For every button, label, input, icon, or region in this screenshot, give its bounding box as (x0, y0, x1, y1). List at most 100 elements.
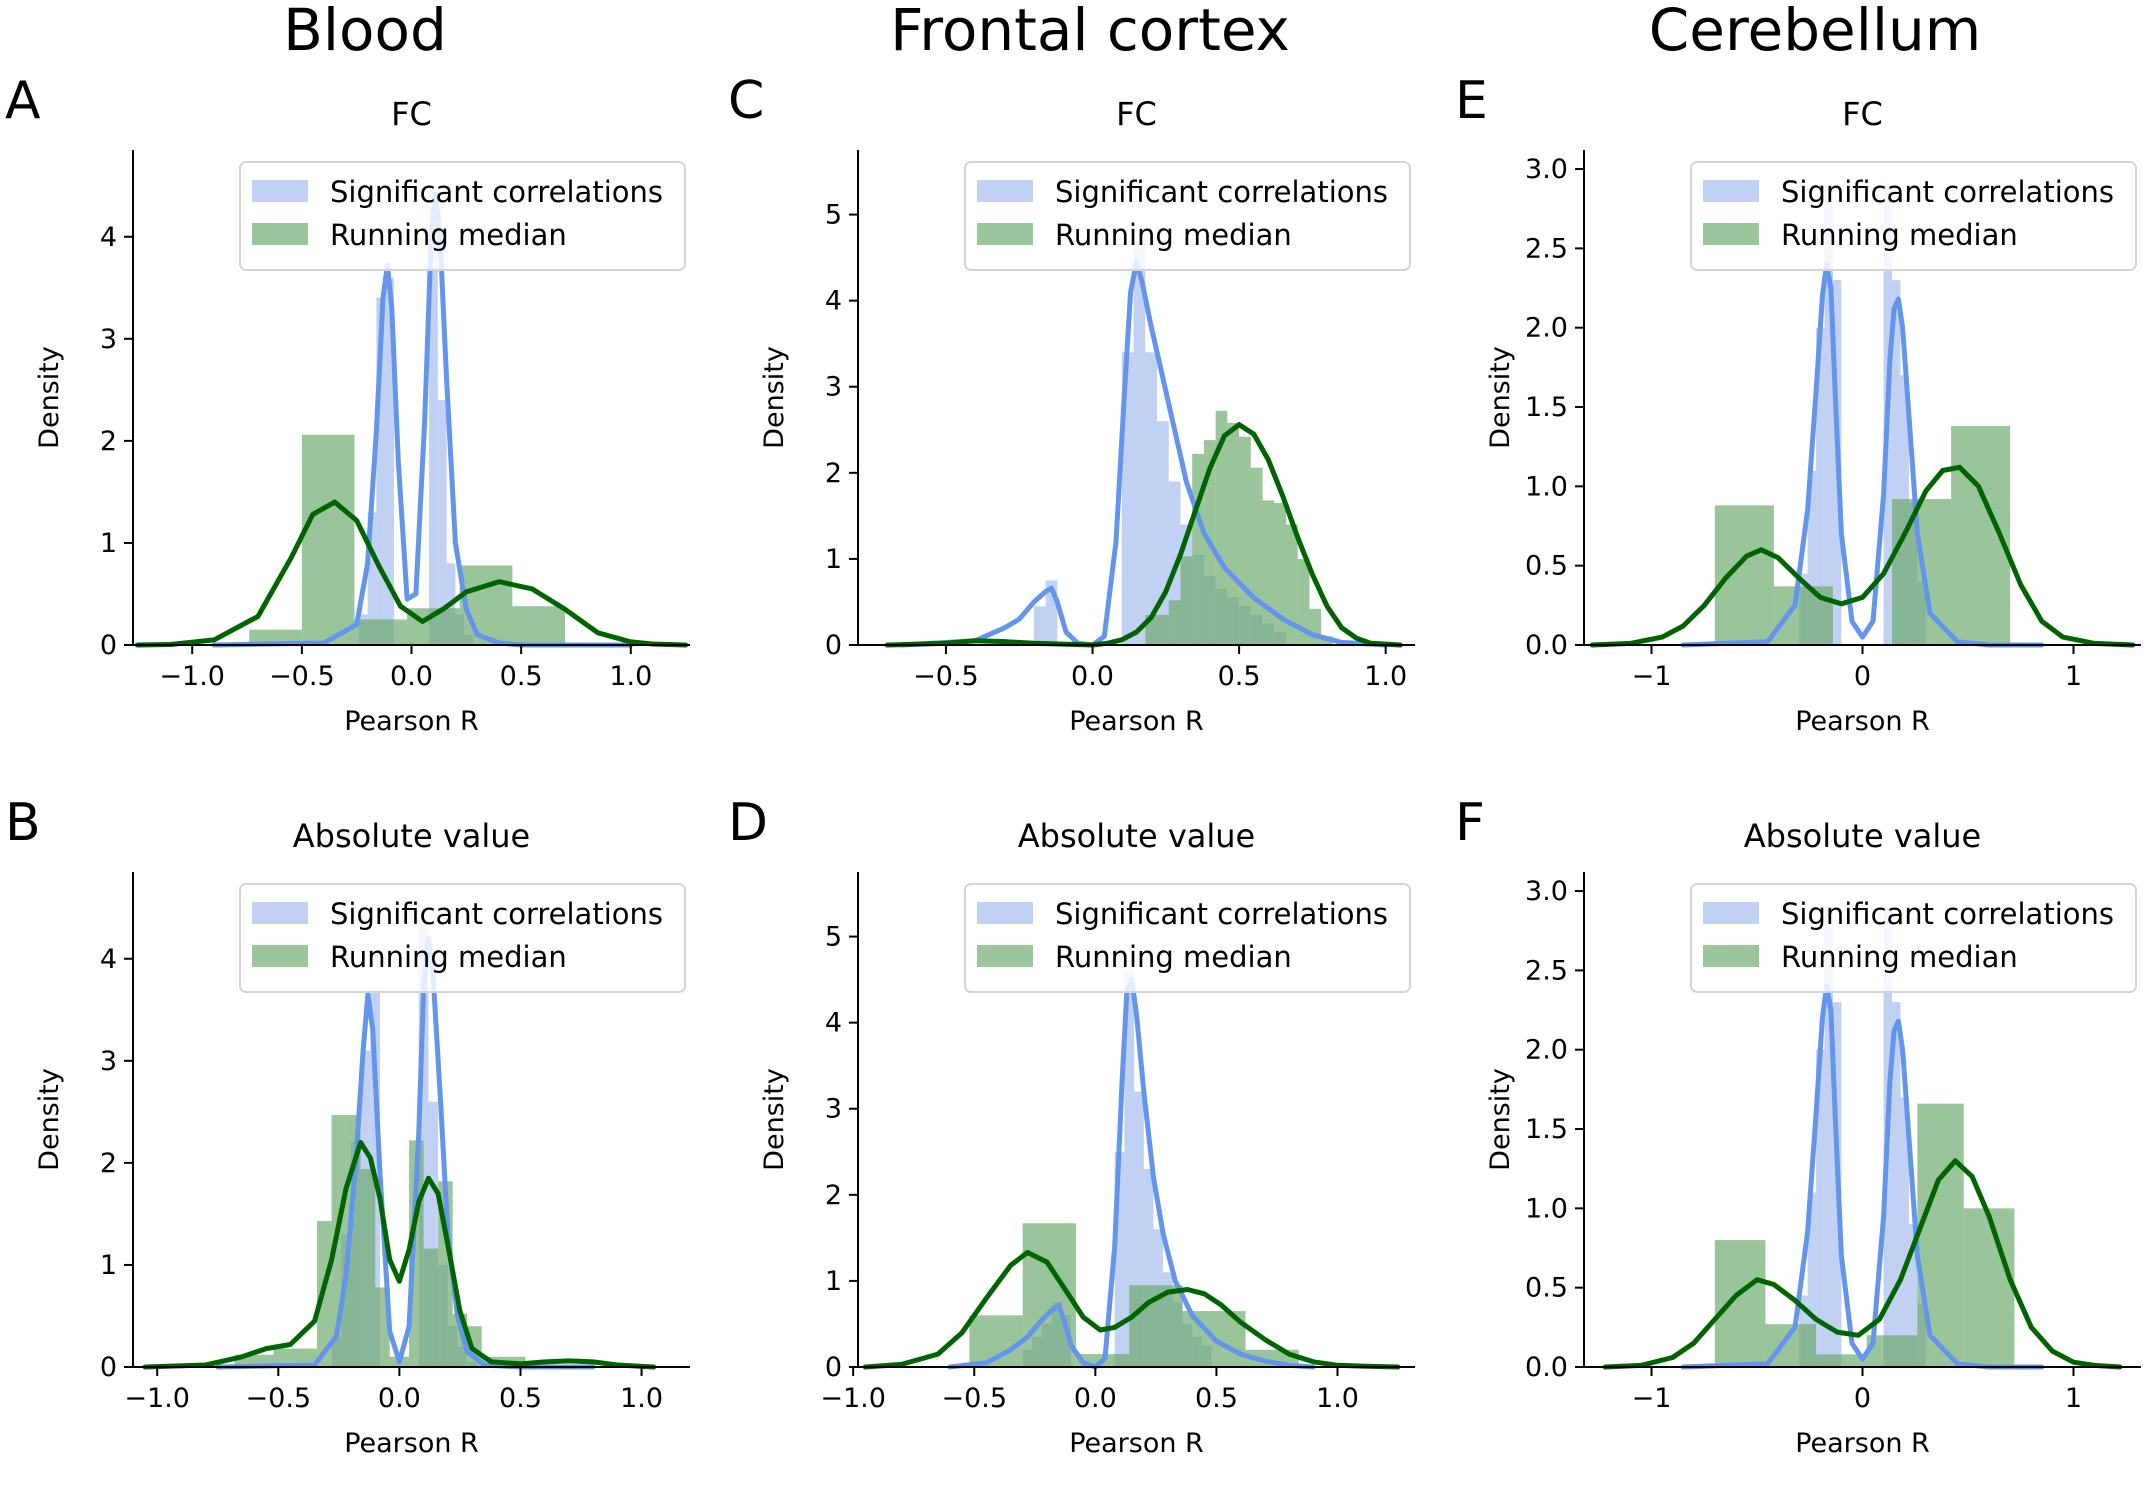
y-axis-label: Density (759, 346, 790, 449)
y-tick-label: 2 (100, 426, 117, 457)
panel-letter: F (1455, 793, 1485, 853)
hist-bar (1908, 1224, 1918, 1367)
x-tick-label: 1 (2065, 661, 2082, 692)
x-tick-label: −1.0 (159, 661, 225, 692)
hist-bar (1824, 184, 1833, 645)
kde-significant-correlations (947, 977, 1316, 1370)
x-tick-label: 1.0 (1364, 661, 1407, 692)
hist-bar (1145, 352, 1158, 645)
legend-label-significant: Significant correlations (1781, 897, 2114, 931)
legend-swatch-significant (1703, 902, 1759, 924)
hist-bar (1239, 436, 1251, 645)
x-tick-label: 1.0 (1316, 1383, 1359, 1414)
hist-bar (1274, 502, 1287, 645)
legend: Significant correlations Running median (239, 161, 686, 271)
hist-bar (1286, 524, 1298, 645)
legend-label-significant: Significant correlations (1055, 175, 1388, 209)
legend-swatch-running-median (252, 945, 308, 967)
kde-running-median (1602, 1158, 2123, 1370)
panel-title: FC (391, 95, 432, 133)
legend-label-significant: Significant correlations (330, 175, 663, 209)
hist-running-median (1714, 1103, 2015, 1367)
hist-bar (301, 434, 355, 645)
y-tick-label: 2.0 (1525, 1035, 1568, 1066)
panel-a: A FC 0 1 2 3 4 −1.0 −0.5 0.0 0.5 1.0 Pearson R Densit… (5, 71, 690, 737)
y-tick-label: 4 (100, 222, 117, 253)
hist-bar (1215, 410, 1228, 645)
x-tick-label: 0.5 (500, 661, 543, 692)
hist-bar (1227, 422, 1240, 645)
x-tick-label: 1 (2065, 1383, 2082, 1414)
kde-significant-correlations (1680, 261, 2045, 648)
legend-swatch-significant (977, 902, 1033, 924)
hist-bar (1816, 1049, 1825, 1367)
y-tick-label: 2 (825, 1180, 842, 1211)
x-axis-label: Pearson R (344, 1428, 479, 1459)
y-tick-label: 0.0 (1525, 630, 1568, 661)
x-tick-label: −0.5 (269, 661, 335, 692)
hist-bar (1807, 470, 1817, 645)
y-axis-label: Density (759, 1068, 790, 1171)
y-tick-label: 3.0 (1525, 876, 1568, 907)
hist-bar (1262, 500, 1275, 645)
legend-frame (1690, 883, 2137, 993)
y-tick-label: 1 (825, 544, 842, 575)
x-tick-label: 0.0 (378, 1383, 421, 1414)
legend-swatch-running-median (977, 223, 1033, 245)
legend-swatch-running-median (1703, 223, 1759, 245)
legend-label-running-median: Running median (330, 940, 567, 974)
column-title-blood: Blood (283, 0, 447, 64)
hist-bar (360, 1169, 376, 1367)
y-tick-label: 1 (825, 1266, 842, 1297)
panel-letter: B (5, 793, 41, 853)
x-axis-label: Pearson R (1795, 706, 1930, 737)
hist-bar (376, 297, 386, 645)
x-tick-label: 0.0 (1071, 661, 1114, 692)
hist-bar (1900, 1097, 1909, 1367)
legend-label-significant: Significant correlations (330, 897, 663, 931)
hist-bar (385, 277, 394, 645)
hist-bar (418, 928, 429, 1367)
kde-significant-correlations (215, 935, 596, 1370)
y-tick-label: 0 (825, 630, 842, 661)
kde-significant-correlations (899, 259, 1389, 648)
hist-bar (1157, 421, 1169, 645)
panel-letter: C (728, 71, 764, 131)
x-tick-label: 0 (1854, 661, 1871, 692)
hist-bar (423, 1248, 439, 1367)
y-axis-label: Density (34, 1068, 65, 1171)
hist-bar (1114, 1151, 1125, 1367)
legend-swatch-running-median (252, 223, 308, 245)
y-tick-label: 2.5 (1525, 233, 1568, 264)
hist-bar (1134, 1091, 1144, 1367)
x-axis-label: Pearson R (1069, 706, 1204, 737)
hist-bar (1816, 1354, 1867, 1367)
y-tick-label: 5 (825, 200, 842, 231)
x-tick-label: 1.0 (609, 661, 652, 692)
hist-bar (459, 565, 513, 645)
hist-bar (273, 1348, 318, 1367)
legend: Significant correlations Running median (1690, 161, 2137, 271)
panel-letter: D (728, 793, 768, 853)
x-tick-label: −1.0 (820, 1383, 886, 1414)
y-tick-label: 3.0 (1525, 154, 1568, 185)
kde-running-median (134, 499, 689, 648)
y-tick-label: 3 (825, 1094, 842, 1125)
hist-running-median (1714, 426, 2011, 645)
panel-title: Absolute value (293, 817, 530, 855)
hist-bar (437, 400, 447, 645)
legend-swatch-significant (252, 180, 308, 202)
legend-swatch-running-median (1703, 945, 1759, 967)
legend-label-significant: Significant correlations (1055, 897, 1388, 931)
y-tick-label: 3 (100, 1046, 117, 1077)
hist-bar (1143, 1169, 1154, 1367)
x-tick-label: −1 (1632, 661, 1672, 692)
x-tick-label: 0.0 (390, 661, 433, 692)
hist-bar (1297, 558, 1310, 645)
panel-b: B Absolute value 0 1 2 3 4 −1.0 −0.5 0.0 0.5 1.0 Pea… (5, 793, 690, 1459)
hist-bar (1168, 600, 1181, 645)
y-tick-label: 1.0 (1525, 471, 1568, 502)
y-tick-label: 3 (100, 324, 117, 355)
